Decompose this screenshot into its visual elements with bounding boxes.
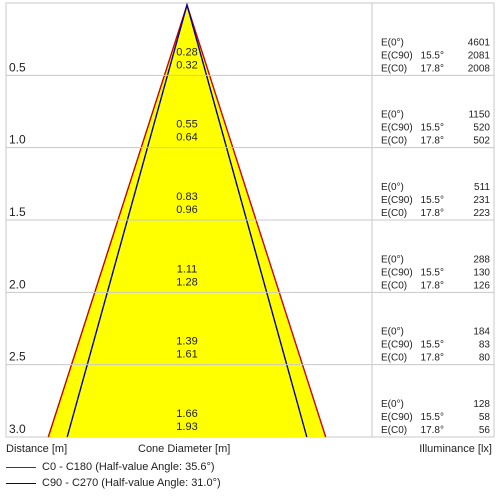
illuminance-angle: 17.8° [421, 280, 444, 291]
illuminance-value: 231 [473, 195, 490, 206]
illuminance-label: E(C0) [381, 425, 407, 436]
distance-label: 2.5 [9, 350, 26, 364]
cone-diameter-c0-label: 0.32 [176, 59, 197, 71]
illuminance-label: E(C0) [381, 280, 407, 291]
illuminance-value: 80 [479, 353, 491, 364]
cone-fill-area [48, 5, 326, 437]
cone-diameter-c0-label: 0.96 [176, 204, 197, 216]
illuminance-angle: 15.5° [421, 195, 444, 206]
distance-label: 2.0 [9, 277, 26, 291]
illuminance-value: 184 [473, 327, 490, 338]
cone-diameter-c90-label: 1.39 [176, 336, 197, 348]
c90-cone-line [66, 2, 308, 438]
cone-diameter-c0-label: 1.28 [176, 276, 197, 288]
legend-c90-label: C90 - C270 (Half-value Angle: 31.0°) [42, 477, 221, 489]
illuminance-axis-label: Illuminance [lx] [419, 443, 492, 455]
illuminance-label: E(C90) [381, 412, 413, 423]
illuminance-value: 520 [473, 123, 490, 134]
illuminance-value: 130 [473, 267, 490, 278]
illuminance-label: E(C0) [381, 63, 407, 74]
illuminance-angle: 17.8° [421, 208, 444, 219]
illuminance-value: 288 [473, 254, 490, 265]
cone-diameter-c0-label: 1.61 [176, 349, 197, 361]
illuminance-angle: 15.5° [421, 412, 444, 423]
cone-diameter-c90-label: 0.28 [176, 46, 197, 58]
cone-diameter-c0-label: 1.93 [176, 421, 197, 433]
illuminance-label: E(C0) [381, 208, 407, 219]
illuminance-label: E(C90) [381, 340, 413, 351]
illuminance-label: E(C90) [381, 267, 413, 278]
illuminance-label: E(C90) [381, 123, 413, 134]
illuminance-value: 58 [479, 412, 491, 423]
illuminance-label: E(0°) [381, 182, 404, 193]
cone-diameter-c90-label: 1.66 [176, 408, 197, 420]
illuminance-label: E(0°) [381, 399, 404, 410]
cone-diameter-c90-label: 1.11 [177, 263, 198, 275]
illuminance-value: 2081 [468, 50, 491, 61]
illuminance-label: E(0°) [381, 254, 404, 265]
illuminance-value: 223 [473, 208, 490, 219]
illuminance-label: E(0°) [381, 110, 404, 121]
illuminance-angle: 15.5° [421, 340, 444, 351]
illuminance-label: E(C0) [381, 136, 407, 147]
illuminance-value: 1150 [468, 110, 490, 121]
cone-diameter-c90-label: 0.55 [176, 119, 197, 131]
legend-c90-line-swatch [6, 482, 36, 484]
illuminance-angle: 15.5° [421, 267, 444, 278]
cone-diameter-c90-label: 0.83 [176, 191, 197, 203]
legend-c0-line-swatch [6, 466, 36, 468]
legend-c0-label: C0 - C180 (Half-value Angle: 35.6°) [42, 461, 215, 473]
distance-label: 0.5 [9, 60, 26, 74]
cone-diameter-axis-label: Cone Diameter [m] [138, 443, 231, 455]
illuminance-value: 502 [473, 136, 490, 147]
illuminance-value: 83 [479, 340, 491, 351]
illuminance-angle: 17.8° [421, 425, 444, 436]
illuminance-angle: 15.5° [421, 123, 444, 134]
illuminance-angle: 15.5° [421, 50, 444, 61]
illuminance-value: 126 [473, 280, 490, 291]
distance-axis-label: Distance [m] [6, 443, 68, 455]
illuminance-value: 4601 [468, 37, 491, 48]
illuminance-angle: 17.8° [421, 63, 444, 74]
illuminance-value: 511 [474, 182, 490, 193]
distance-label: 1.5 [9, 205, 26, 219]
illuminance-label: E(0°) [381, 327, 404, 338]
distance-label: 1.0 [9, 133, 26, 147]
legend-item-c0: C0 - C180 (Half-value Angle: 35.6°) [6, 460, 215, 474]
illuminance-angle: 17.8° [421, 136, 444, 147]
illuminance-value: 128 [473, 399, 490, 410]
illuminance-angle: 17.8° [421, 353, 444, 364]
illuminance-value: 56 [479, 425, 491, 436]
illuminance-label: E(0°) [381, 37, 404, 48]
illuminance-value: 2008 [468, 63, 491, 74]
cone-diameter-c0-label: 0.64 [176, 132, 197, 144]
distance-label: 3.0 [9, 422, 26, 436]
legend-item-c90: C90 - C270 (Half-value Angle: 31.0°) [6, 476, 221, 490]
illuminance-label: E(C90) [381, 50, 413, 61]
illuminance-label: E(C90) [381, 195, 413, 206]
illuminance-label: E(C0) [381, 353, 407, 364]
